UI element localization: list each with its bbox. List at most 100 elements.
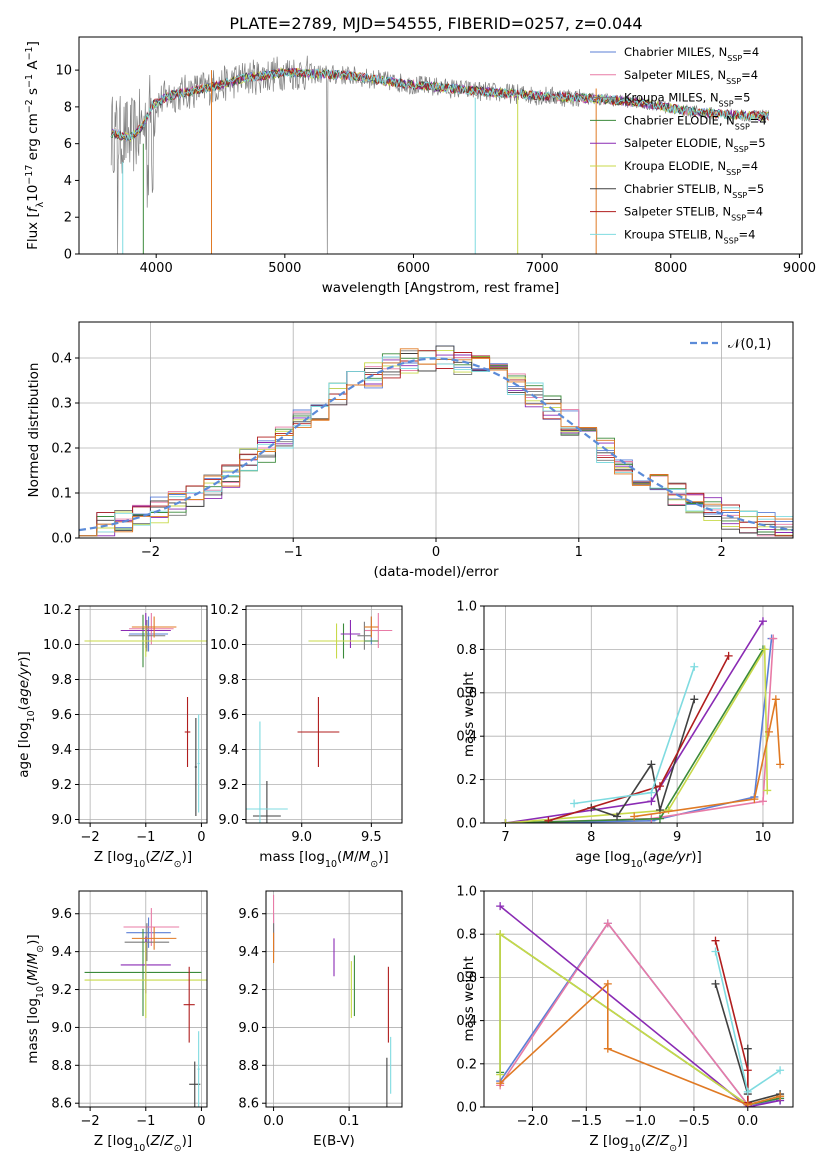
- weight-marker: [647, 797, 656, 806]
- y-axis-label: mass weight: [461, 956, 477, 1041]
- panel-weight_vs_Z: −2.0 −1.5 −1.0 −0.5 0.0 0.0 0.2 0.4 0.6 0.8 1.0 Z […: [456, 885, 794, 1154]
- tick-label-y: 10: [55, 64, 72, 79]
- legend-label: Chabrier ELODIE, NSSP=4: [624, 113, 767, 130]
- weight-marker: [647, 760, 656, 769]
- tick-label-x: 0: [197, 830, 205, 845]
- plot-area: [79, 345, 793, 538]
- tick-label-y: 9.0: [218, 813, 239, 828]
- tick-label-y: 0.6: [456, 686, 477, 701]
- tick-label-y: 9.6: [238, 907, 259, 922]
- y-axis-label: mass weight: [461, 672, 477, 757]
- tick-label-y: 0.2: [456, 1057, 477, 1072]
- weight-marker: [776, 760, 785, 769]
- panel-mass_vs_Z: −2 −1 0 8.6 8.8 9.0 9.2 9.4 9.6 Z [log10(Z/Z⊙)] ma…: [25, 890, 208, 1154]
- weight-marker: [743, 1044, 752, 1053]
- weight-line: [505, 620, 764, 823]
- tick-label-x: −1: [136, 1114, 155, 1129]
- axes-frame: [483, 605, 794, 824]
- tick-label-y: 9.6: [51, 708, 72, 723]
- weight-marker: [711, 936, 720, 945]
- plot-area: [501, 617, 785, 823]
- weight-marker: [764, 727, 773, 736]
- tick-label-y: 9.8: [51, 673, 72, 688]
- weight-marker: [496, 1079, 505, 1088]
- tick-label-y: 0.4: [456, 1014, 477, 1029]
- weight-marker: [603, 919, 612, 928]
- tick-label-x: 6000: [397, 261, 430, 276]
- weight-line: [505, 646, 769, 823]
- tick-label-x: 0: [432, 545, 440, 560]
- tick-label-x: −1.5: [570, 1114, 602, 1129]
- weight-marker: [690, 695, 699, 704]
- tick-label-y: 1.0: [456, 885, 477, 900]
- weight-marker: [711, 947, 720, 956]
- tick-label-y: 0: [64, 248, 72, 263]
- weight-marker: [758, 617, 767, 626]
- weight-marker: [763, 786, 772, 795]
- tick-label-y: 9.4: [218, 743, 239, 758]
- model-line: [110, 68, 769, 141]
- tick-label-x: −1.0: [624, 1114, 656, 1129]
- tick-label-y: 6: [64, 137, 72, 152]
- weight-marker: [647, 788, 656, 797]
- axes-frame: [483, 890, 794, 1108]
- tick-label-y: 0.0: [456, 1101, 477, 1116]
- weight-marker: [613, 812, 622, 821]
- tick-label-y: 9.2: [238, 983, 259, 998]
- weight-marker: [760, 645, 769, 654]
- panel-age_vs_Z: −2 −1 0 9.0 9.2 9.4 9.6 9.8 10.0 10.2 Z [log10(Z/Z…: [16, 603, 208, 870]
- plot-area: [84, 613, 207, 816]
- tick-label-y: 2: [64, 211, 72, 226]
- weight-line: [505, 638, 773, 823]
- legend-label: Salpeter MILES, NSSP=4: [624, 68, 758, 86]
- weight-marker: [496, 930, 505, 939]
- tick-label-y: 9.2: [218, 778, 239, 793]
- tick-label-y: 9.6: [51, 907, 72, 922]
- tick-label-y: 9.6: [218, 708, 239, 723]
- weight-marker: [750, 795, 759, 804]
- panel-residuals: −2 −1 0 1 2 0.0 0.1 0.2 0.3 0.4 (data-model)/error…: [26, 321, 794, 580]
- tick-label-y: 8.6: [51, 1097, 72, 1112]
- tick-label-y: 0.4: [51, 352, 72, 367]
- weight-marker: [724, 651, 733, 660]
- x-axis-label: Z [log10(Z/Z⊙)]: [589, 1133, 687, 1154]
- legend-label: 𝒩(0,1): [728, 337, 771, 352]
- figure-title: PLATE=2789, MJD=54555, FIBERID=0257, z=0…: [229, 14, 642, 33]
- tick-label-x: 9: [673, 830, 681, 845]
- tick-label-x: 4000: [140, 261, 173, 276]
- x-axis-label: Z [log10(Z/Z⊙)]: [94, 1133, 192, 1154]
- tick-label-x: −1: [284, 545, 303, 560]
- tick-label-y: 1.0: [456, 600, 477, 615]
- model-line: [110, 67, 769, 141]
- tick-label-y: 0.2: [51, 442, 72, 457]
- weight-marker: [501, 819, 510, 823]
- axes-frame: [78, 890, 208, 1108]
- plot-area: [273, 894, 392, 1107]
- tick-label-y: 9.4: [51, 743, 72, 758]
- weight-marker: [570, 799, 579, 808]
- x-axis-label: wavelength [Angstrom, rest frame]: [322, 280, 560, 296]
- panel-age_vs_mass: 9.0 9.5 9.0 9.2 9.4 9.6 9.8 10.0 10.2 mass [log10…: [210, 603, 403, 870]
- legend: Chabrier MILES, NSSP=4 Salpeter MILES, NS…: [590, 45, 767, 245]
- tick-label-y: 10.0: [43, 638, 72, 653]
- weight-marker: [776, 1092, 785, 1101]
- tick-label-x: −2: [81, 830, 100, 845]
- tick-label-y: 0.8: [456, 643, 477, 658]
- plot-area: [84, 908, 207, 1107]
- tick-label-x: 0.0: [737, 1114, 758, 1129]
- tick-label-y: 9.2: [51, 778, 72, 793]
- tick-label-x: −1: [136, 830, 155, 845]
- tick-label-y: 9.4: [238, 945, 259, 960]
- weight-marker: [630, 812, 639, 821]
- tick-label-y: 0.3: [51, 397, 72, 412]
- tick-label-y: 9.4: [51, 945, 72, 960]
- weight-marker: [496, 902, 505, 911]
- legend-label: Kroupa MILES, NSSP=5: [624, 91, 750, 109]
- legend-label: Kroupa STELIB, NSSP=4: [624, 227, 755, 245]
- tick-label-y: 0.2: [456, 773, 477, 788]
- weight-marker: [603, 979, 612, 988]
- weight-line: [548, 655, 730, 822]
- tick-label-x: 5000: [268, 261, 301, 276]
- weight-line: [505, 638, 775, 823]
